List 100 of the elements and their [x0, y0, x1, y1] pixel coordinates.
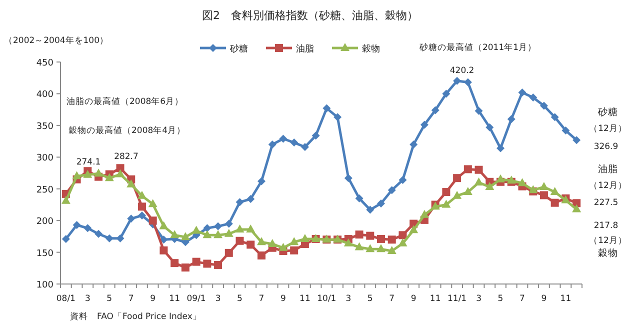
point	[290, 237, 299, 246]
point	[344, 174, 352, 182]
legend-label: 油脂	[296, 44, 314, 54]
x-tick-label: 5	[237, 294, 242, 304]
x-tick-label: 3	[476, 294, 482, 304]
x-tick-label: 10/1	[317, 294, 336, 304]
point	[410, 140, 418, 148]
point	[312, 132, 320, 140]
data-label: 420.2	[450, 66, 474, 76]
point	[236, 236, 244, 245]
point	[72, 221, 81, 230]
y-tick-label: 400	[36, 90, 54, 100]
point	[181, 264, 190, 272]
point	[562, 126, 570, 135]
y-tick-label: 200	[36, 217, 54, 228]
point	[170, 230, 180, 238]
data-label: 274.1	[76, 158, 101, 168]
point	[116, 234, 124, 242]
point	[203, 224, 212, 232]
x-tick-label: 5	[498, 294, 504, 304]
y-tick-label: 350	[36, 122, 54, 132]
point	[126, 179, 136, 188]
point	[203, 260, 212, 268]
point	[256, 237, 266, 246]
x-tick-label: 08/1	[56, 294, 76, 304]
y-tick-label: 150	[36, 248, 54, 259]
x-tick-label: 11	[300, 294, 310, 304]
point	[354, 242, 364, 250]
x-tick-label: 3	[346, 294, 352, 304]
point	[550, 113, 559, 122]
x-tick-label: 11	[430, 294, 441, 304]
point	[507, 115, 516, 124]
point	[236, 198, 244, 206]
point	[463, 187, 472, 196]
annotation: 油脂の最高値（2008年6月）	[66, 96, 184, 107]
x-tick-label: 11	[169, 294, 180, 304]
point	[116, 164, 124, 172]
x-tick-label: 3	[215, 294, 221, 304]
data-label: 326.9	[594, 142, 618, 152]
point	[398, 238, 408, 246]
text: 砂糖	[598, 107, 618, 118]
point	[442, 90, 450, 98]
point	[160, 246, 168, 254]
point	[388, 186, 396, 194]
text: （12月）	[589, 181, 627, 191]
point	[300, 234, 310, 242]
text: 油脂	[598, 164, 618, 175]
point	[148, 216, 157, 225]
point	[290, 138, 298, 147]
y-tick-label: 100	[36, 280, 54, 290]
point	[61, 196, 70, 204]
point	[214, 230, 223, 238]
point	[572, 204, 582, 212]
point	[398, 176, 407, 184]
point	[148, 199, 158, 208]
x-tick-label: 09/1	[186, 294, 206, 304]
text: （12月）	[589, 124, 627, 134]
data-label: 227.5	[594, 198, 618, 208]
data-label: 282.7	[114, 152, 138, 162]
point	[300, 142, 309, 151]
point	[496, 144, 505, 152]
point	[138, 202, 146, 211]
point	[116, 169, 125, 178]
point	[485, 182, 494, 190]
legend-label: 穀物	[362, 44, 380, 54]
data-label: 217.8	[594, 221, 618, 231]
point	[420, 120, 428, 129]
point	[344, 238, 353, 246]
x-tick-label: 3	[84, 294, 90, 304]
x-tick-label: 7	[389, 294, 395, 304]
point	[398, 231, 407, 240]
point	[376, 244, 386, 252]
point	[322, 104, 331, 112]
point	[224, 228, 234, 237]
point	[246, 224, 256, 232]
y-tick-label: 300	[36, 154, 54, 164]
x-tick-label: 5	[106, 294, 112, 304]
point	[409, 225, 418, 234]
point	[474, 166, 483, 174]
point	[268, 239, 277, 248]
point	[518, 88, 526, 96]
point	[540, 102, 548, 110]
point	[539, 182, 548, 190]
point	[235, 224, 244, 232]
point	[246, 240, 255, 249]
point	[496, 174, 506, 182]
point	[170, 259, 179, 268]
x-tick-label: 9	[410, 294, 416, 304]
x-tick-label: 5	[367, 294, 373, 304]
point	[453, 174, 462, 182]
point	[420, 210, 429, 218]
point	[388, 236, 396, 244]
point	[550, 198, 559, 207]
x-tick-label: 9	[280, 294, 286, 304]
point	[431, 106, 440, 114]
point	[452, 190, 462, 199]
point	[377, 199, 386, 208]
point	[474, 178, 484, 186]
point	[138, 211, 146, 220]
x-tick-label: 9	[541, 294, 547, 304]
